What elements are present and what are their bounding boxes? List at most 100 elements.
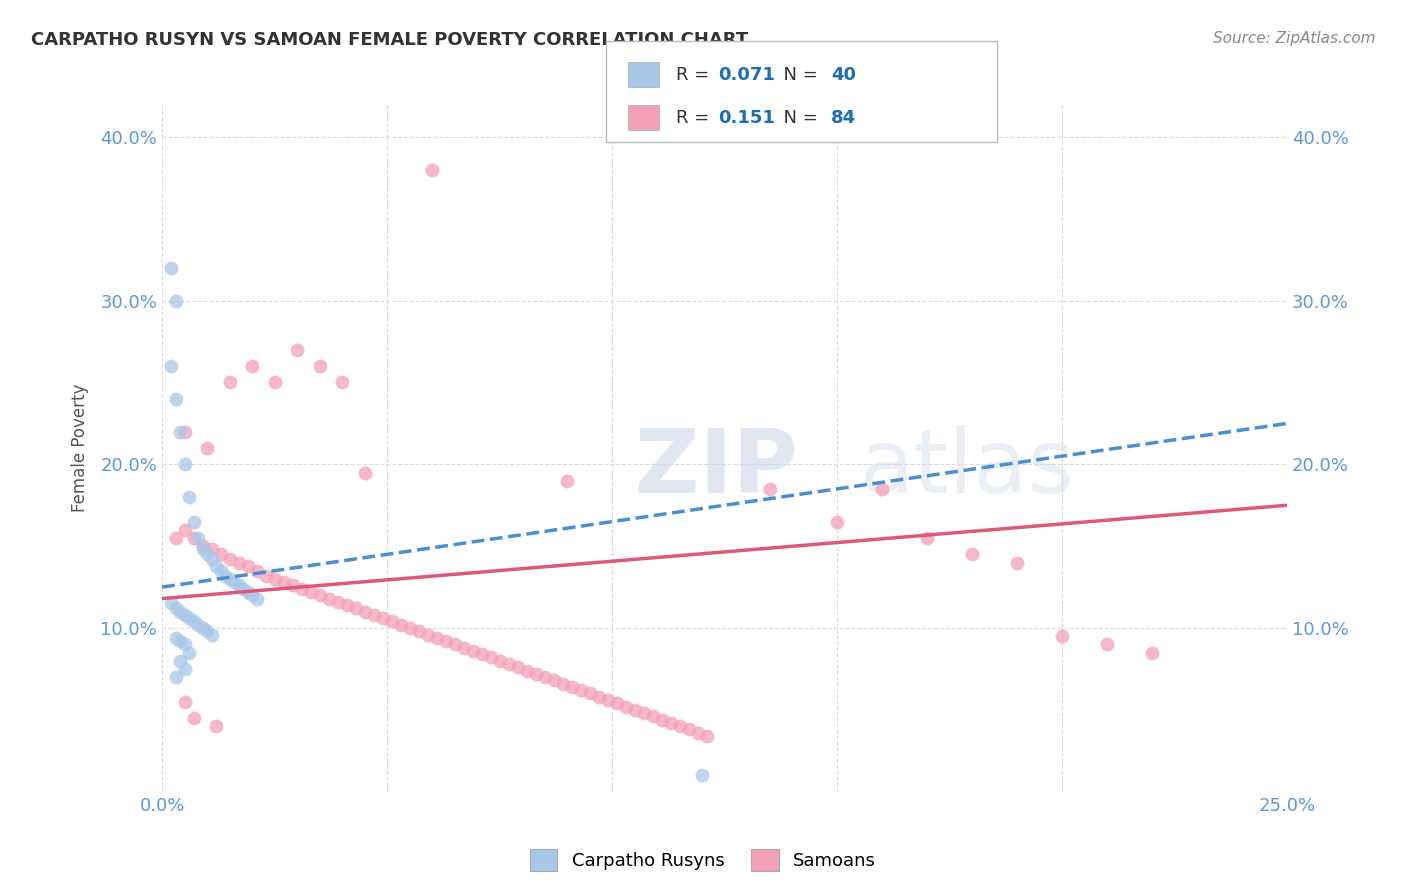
Text: 0.151: 0.151 <box>718 109 775 127</box>
Point <box>1095 637 1118 651</box>
Point <box>214 568 236 582</box>
Point <box>200 542 222 557</box>
Point <box>183 531 205 545</box>
Point <box>205 719 228 733</box>
Point <box>209 547 232 561</box>
Point <box>633 706 655 720</box>
Point <box>596 693 619 707</box>
Point <box>263 572 285 586</box>
Point <box>160 359 183 373</box>
Point <box>183 615 205 629</box>
Point <box>588 690 610 704</box>
Point <box>555 474 578 488</box>
Point <box>165 293 187 308</box>
Point <box>160 597 183 611</box>
Point <box>498 657 520 671</box>
Point <box>299 585 322 599</box>
Point <box>200 627 222 641</box>
Point <box>209 564 232 578</box>
Point <box>308 588 330 602</box>
Point <box>543 673 565 688</box>
Point <box>389 617 412 632</box>
Point <box>236 558 259 573</box>
Point <box>363 607 385 622</box>
Point <box>326 595 349 609</box>
Text: N =: N = <box>772 66 824 84</box>
Point <box>524 666 547 681</box>
Y-axis label: Female Poverty: Female Poverty <box>72 384 89 512</box>
Text: CARPATHO RUSYN VS SAMOAN FEMALE POVERTY CORRELATION CHART: CARPATHO RUSYN VS SAMOAN FEMALE POVERTY … <box>31 31 748 49</box>
Point <box>659 715 682 730</box>
Point <box>426 631 449 645</box>
Point <box>200 552 222 566</box>
Point <box>443 637 465 651</box>
Point <box>165 392 187 406</box>
Point <box>606 696 628 710</box>
Text: 84: 84 <box>831 109 856 127</box>
Point <box>533 670 555 684</box>
Point <box>245 564 267 578</box>
Point <box>915 531 938 545</box>
Point <box>195 547 218 561</box>
Point <box>416 627 439 641</box>
Point <box>758 482 780 496</box>
Point <box>187 531 209 545</box>
Point <box>870 482 893 496</box>
Point <box>173 523 195 537</box>
Point <box>160 260 183 275</box>
Point <box>191 539 214 553</box>
Point <box>228 556 250 570</box>
Point <box>169 425 191 439</box>
Point <box>434 634 457 648</box>
Point <box>187 617 209 632</box>
Point <box>678 723 700 737</box>
Point <box>173 662 195 676</box>
Text: R =: R = <box>676 109 716 127</box>
Point <box>651 713 673 727</box>
Point <box>696 729 718 743</box>
Text: atlas: atlas <box>859 425 1074 512</box>
Point <box>191 542 214 557</box>
Point <box>551 676 574 690</box>
Point <box>205 558 228 573</box>
Point <box>165 531 187 545</box>
Point <box>173 425 195 439</box>
Point <box>232 582 254 596</box>
Point <box>254 568 277 582</box>
Point <box>308 359 330 373</box>
Legend: Carpatho Rusyns, Samoans: Carpatho Rusyns, Samoans <box>523 842 883 879</box>
Point <box>169 634 191 648</box>
Point <box>183 515 205 529</box>
Point <box>353 466 375 480</box>
Point <box>1140 646 1163 660</box>
Point <box>690 768 713 782</box>
Point <box>169 654 191 668</box>
Point <box>960 547 983 561</box>
Text: R =: R = <box>676 66 716 84</box>
Point <box>285 343 308 357</box>
Point <box>506 660 529 674</box>
Point <box>344 601 367 615</box>
Point <box>240 588 263 602</box>
Point <box>330 376 353 390</box>
Point <box>169 605 191 619</box>
Text: N =: N = <box>772 109 824 127</box>
Point <box>177 611 200 625</box>
Point <box>686 725 709 739</box>
Point <box>195 441 218 455</box>
Point <box>641 709 664 723</box>
Point <box>173 637 195 651</box>
Point <box>1005 556 1028 570</box>
Point <box>825 515 848 529</box>
Point <box>165 670 187 684</box>
Point <box>177 646 200 660</box>
Point <box>281 578 304 592</box>
Point <box>614 699 637 714</box>
Point <box>245 591 267 606</box>
Point <box>165 601 187 615</box>
Point <box>488 654 510 668</box>
Point <box>222 575 245 590</box>
Point <box>240 359 263 373</box>
Point <box>191 621 214 635</box>
Text: ZIP: ZIP <box>634 425 797 512</box>
